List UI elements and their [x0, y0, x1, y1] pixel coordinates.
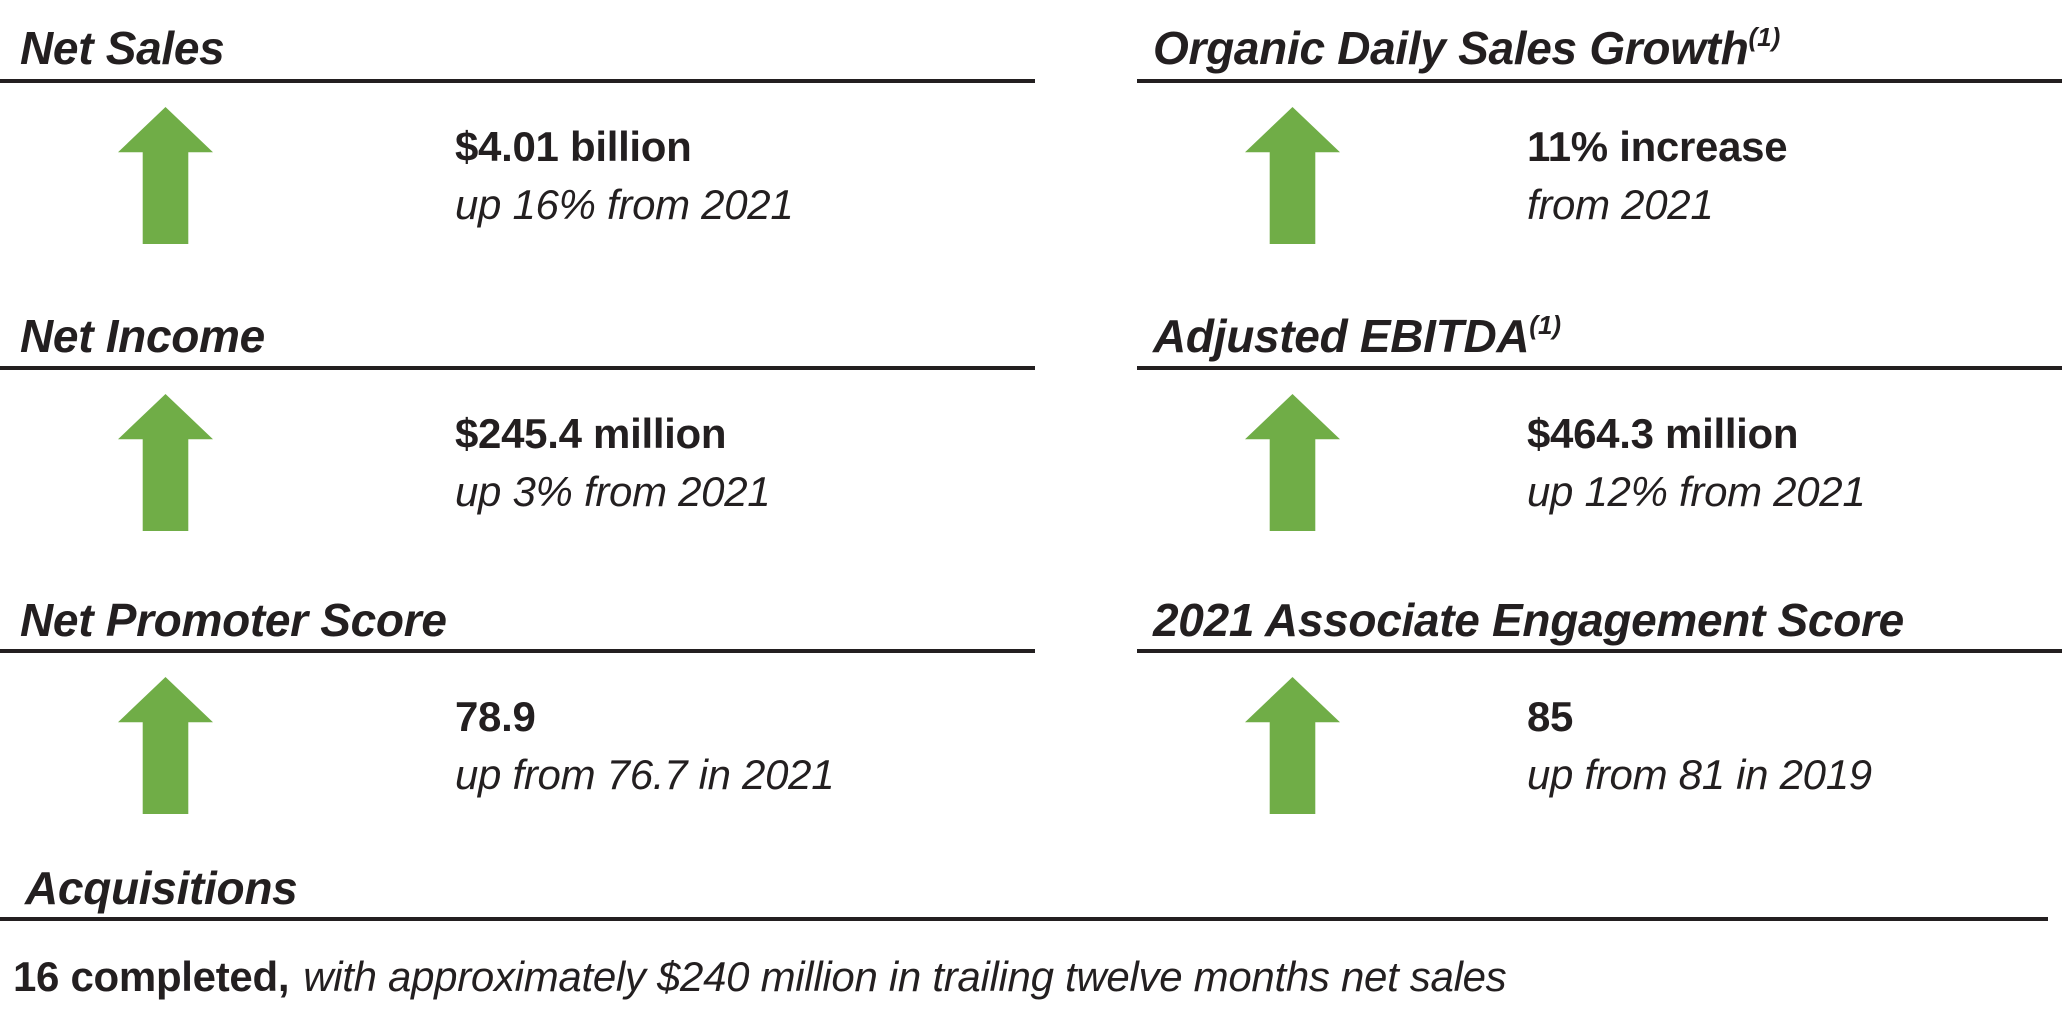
metric-text: $245.4 million up 3% from 2021 [455, 406, 771, 520]
acquisitions-detail: with approximately $240 million in trail… [303, 953, 1507, 1000]
metric-title: Net Sales [0, 11, 1035, 74]
metric-header-underline: Net Sales [0, 0, 1035, 83]
metric-title-text: 2021 Associate Engagement Score [1153, 594, 1904, 646]
up-arrow-icon [1245, 677, 1340, 814]
metric-body: $4.01 billion up 16% from 2021 [0, 83, 1035, 255]
metric-panel-net-promoter-score: Net Promoter Score 78.9 up from 76.7 in … [0, 563, 1035, 825]
up-arrow-icon [118, 107, 213, 244]
metric-title-text: Net Income [20, 310, 265, 362]
metric-body: 85 up from 81 in 2019 [1137, 653, 2062, 825]
metric-value: 78.9 [455, 693, 536, 740]
footnote-marker: (1) [1748, 22, 1781, 52]
metric-title: Net Income [0, 299, 1035, 362]
metric-text: 85 up from 81 in 2019 [1527, 689, 1872, 803]
up-arrow-icon [1245, 107, 1340, 244]
metric-title: Adjusted EBITDA(1) [1137, 299, 2062, 362]
metric-panel-net-sales: Net Sales $4.01 billion up 16% from 2021 [0, 0, 1035, 255]
metric-text: 11% increase from 2021 [1527, 119, 1788, 233]
metric-title-text: Net Promoter Score [20, 594, 447, 646]
metric-header-underline: Adjusted EBITDA(1) [1137, 283, 2062, 370]
metric-header-underline: 2021 Associate Engagement Score [1137, 563, 2062, 653]
metric-change: up 12% from 2021 [1527, 468, 1866, 515]
metric-text: $464.3 million up 12% from 2021 [1527, 406, 1866, 520]
up-arrow-icon [1245, 394, 1340, 531]
metric-panel-organic-daily-sales-growth: Organic Daily Sales Growth(1) 11% increa… [1137, 0, 2062, 255]
acquisitions-title: Acquisitions [25, 862, 298, 914]
metric-title-text: Net Sales [20, 22, 225, 74]
metric-value: $245.4 million [455, 410, 727, 457]
metric-body: $464.3 million up 12% from 2021 [1137, 370, 2062, 542]
metric-body: 78.9 up from 76.7 in 2021 [0, 653, 1035, 825]
metric-text: 78.9 up from 76.7 in 2021 [455, 689, 835, 803]
metric-title: Net Promoter Score [0, 583, 1035, 646]
metric-header-underline: Net Income [0, 283, 1035, 370]
metric-body: 11% increase from 2021 [1137, 83, 2062, 255]
metric-header-underline: Organic Daily Sales Growth(1) [1137, 0, 2062, 83]
metric-change: from 2021 [1527, 181, 1714, 228]
up-arrow-icon [118, 677, 213, 814]
metric-title-text: Adjusted EBITDA [1153, 310, 1530, 362]
acquisitions-count: 16 completed, [13, 953, 290, 1000]
up-arrow-icon [118, 394, 213, 531]
metric-header-underline: Net Promoter Score [0, 563, 1035, 653]
acquisitions-panel: Acquisitions 16 completed, with approxima… [0, 855, 2062, 1005]
metric-value: 85 [1527, 693, 1574, 740]
metric-value: 11% increase [1527, 123, 1788, 170]
metric-panel-adjusted-ebitda: Adjusted EBITDA(1) $464.3 million up 12%… [1137, 283, 2062, 542]
metric-change: up 3% from 2021 [455, 468, 771, 515]
metric-panel-net-income: Net Income $245.4 million up 3% from 202… [0, 283, 1035, 542]
metric-panel-associate-engagement-score: 2021 Associate Engagement Score 85 up fr… [1137, 563, 2062, 825]
metric-change: up 16% from 2021 [455, 181, 794, 228]
metric-header-underline: Acquisitions [0, 855, 2048, 921]
acquisitions-summary: 16 completed, with approximately $240 mil… [13, 949, 2062, 1005]
metric-change: up from 76.7 in 2021 [455, 751, 835, 798]
metric-value: $464.3 million [1527, 410, 1799, 457]
metric-title: 2021 Associate Engagement Score [1137, 583, 2062, 646]
metric-title: Organic Daily Sales Growth(1) [1137, 11, 2062, 74]
metric-title-text: Organic Daily Sales Growth [1153, 22, 1749, 74]
metric-text: $4.01 billion up 16% from 2021 [455, 119, 794, 233]
metric-value: $4.01 billion [455, 123, 692, 170]
metric-change: up from 81 in 2019 [1527, 751, 1872, 798]
metric-body: $245.4 million up 3% from 2021 [0, 370, 1035, 542]
footnote-marker: (1) [1529, 310, 1562, 340]
